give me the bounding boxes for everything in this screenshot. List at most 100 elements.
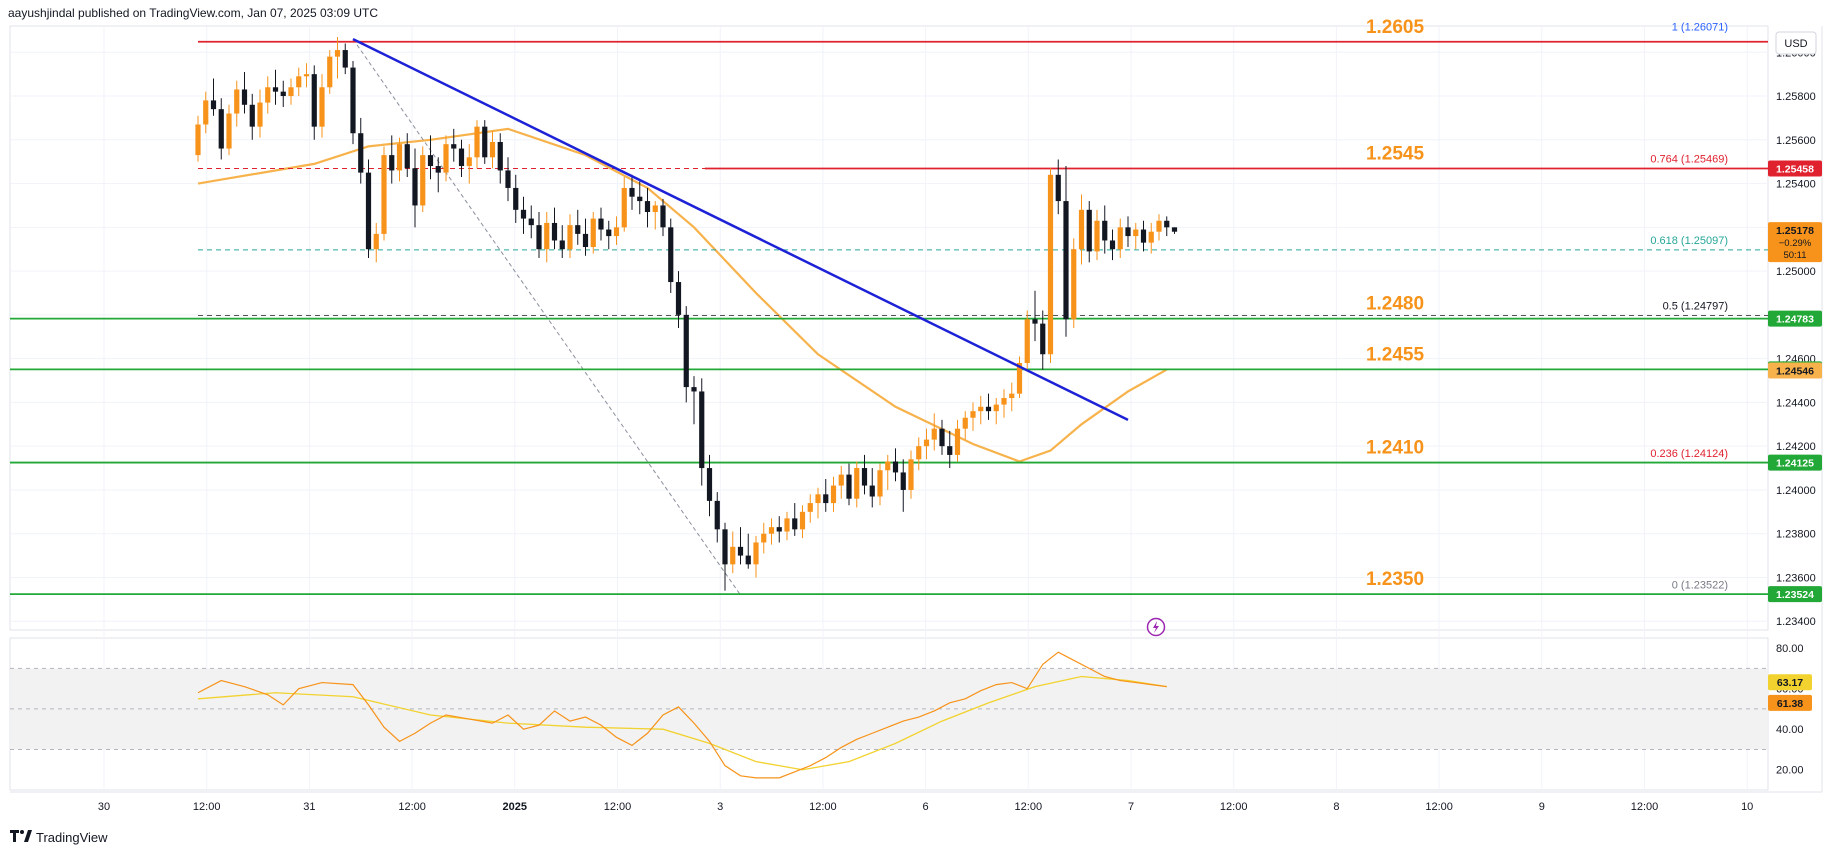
time-axis[interactable]: 30 12:00 31 12:00 2025 12:00 3 12:00 6 12:00 7 12:0… (98, 801, 1753, 813)
time-tick-label: 2025 (503, 801, 527, 813)
price-axis[interactable]: 1.26000 1.25800 1.25600 1.25400 1.25200 1.250… (1768, 31, 1822, 777)
time-tick-label: 12:00 (1425, 801, 1453, 813)
price-tick-label: 1.23600 (1776, 572, 1816, 584)
level-lines-layer (10, 40, 1768, 596)
time-tick-label: 31 (303, 801, 315, 813)
candle-body (1148, 231, 1154, 243)
price-tick-label: 1.23800 (1776, 529, 1816, 541)
candle-body (1164, 220, 1170, 228)
candle-body (675, 282, 682, 315)
candle-body (567, 225, 573, 250)
candle-body (1171, 227, 1178, 232)
high-label: H (290, 35, 299, 49)
tradingview-footer[interactable]: TradingView (10, 830, 108, 845)
rsi-tick-label: 40.00 (1776, 724, 1804, 736)
candle-body (396, 144, 403, 171)
candle-body (303, 74, 310, 77)
time-tick-label: 12:00 (1220, 801, 1248, 813)
candle-body (544, 222, 550, 250)
low-value: 1.25168 (352, 35, 396, 49)
rsi-line (197, 651, 1167, 779)
candle-body (443, 144, 449, 173)
chart-extras (1146, 617, 1166, 637)
candle-body (699, 391, 705, 469)
grid-lines (10, 26, 1768, 790)
candle-body (265, 87, 271, 103)
price-tick-label: 1.24800 (1776, 310, 1816, 322)
candle-body (722, 529, 728, 565)
candle-body (714, 500, 720, 530)
moving-average-line (197, 127, 1168, 463)
candle-body (792, 518, 798, 530)
time-tick-label: 12:00 (1631, 801, 1659, 813)
candle-body (489, 141, 496, 158)
lightning-bolt-icon (1153, 621, 1159, 633)
level-price-tag (1768, 454, 1822, 471)
candle-body (877, 470, 883, 497)
candle-body (451, 144, 457, 149)
candle-body (923, 439, 930, 447)
moving-average-layer (197, 127, 1168, 463)
ma-price-tag (1768, 362, 1822, 379)
candle-body (629, 187, 635, 197)
candle-body (1117, 227, 1123, 250)
candle-body (311, 74, 317, 127)
time-tick-label: 6 (923, 801, 929, 813)
level-labels-layer: 1.2605 1.2545 1.2480 1.2455 1.2410 1.2350 1 (1… (1366, 17, 1728, 592)
candle-body (458, 148, 465, 167)
candle-body (420, 155, 426, 206)
tradingview-logo-icon (10, 830, 32, 845)
candle-body (203, 100, 209, 125)
candle-body (1109, 240, 1116, 250)
candle-body (427, 155, 434, 167)
level-price-tag-text: 1.23524 (1776, 589, 1814, 601)
candle-body (1140, 229, 1147, 243)
trendline-layer (352, 38, 1129, 422)
level-label: 1.2455 (1366, 344, 1425, 365)
candle-body (815, 494, 821, 504)
publisher-caption: aayushjindal published on TradingView.co… (8, 6, 379, 20)
rsi-tick-label: 20.00 (1776, 765, 1804, 777)
candle-body (404, 144, 410, 169)
fib-level-label: 1 (1.26071) (1672, 22, 1728, 34)
rsi-tick-label: 80.00 (1776, 643, 1804, 655)
candle-body (931, 428, 937, 440)
price-tick-label: 1.23400 (1776, 616, 1816, 628)
level-label: 1.2480 (1366, 294, 1424, 315)
candle-body (210, 100, 217, 110)
candle-body (389, 155, 395, 171)
candle-body (706, 468, 713, 501)
candle-body (776, 527, 782, 532)
candle-body (668, 227, 674, 283)
candle-body (1009, 393, 1015, 399)
symbol-name[interactable]: British Pound / U.S. Dollar, 1h, FXOPEN (16, 35, 231, 49)
last-price-value: 1.25178 (1776, 225, 1814, 237)
candle-body (280, 91, 286, 97)
candle-body (854, 468, 860, 499)
time-tick-label: 3 (717, 801, 723, 813)
last-price-tag (1768, 222, 1822, 263)
candle-body (590, 218, 596, 248)
price-tick-label: 1.25400 (1776, 179, 1816, 191)
price-tick-label: 1.24600 (1776, 354, 1816, 366)
candle-body (838, 474, 844, 486)
candle-body (970, 411, 976, 418)
candle-body (365, 172, 372, 250)
candle-body (993, 404, 999, 412)
candle-body (846, 474, 852, 499)
close-value: 1.25178 (407, 35, 452, 49)
lightning-icon (1146, 617, 1166, 637)
chart-frame (9, 25, 1823, 793)
candle-body (737, 546, 744, 556)
price-tick-label: 1.24400 (1776, 397, 1816, 409)
candle-body (520, 209, 527, 219)
rsi-pane-frame (9, 637, 1769, 791)
candle-body (1024, 319, 1030, 364)
price-pane-frame (9, 25, 1769, 631)
candle-body (613, 227, 620, 237)
candle-body (1047, 174, 1054, 355)
time-tick-label: 12:00 (398, 801, 426, 813)
candle-body (660, 205, 666, 228)
rsi-ma-tag (1768, 694, 1812, 711)
